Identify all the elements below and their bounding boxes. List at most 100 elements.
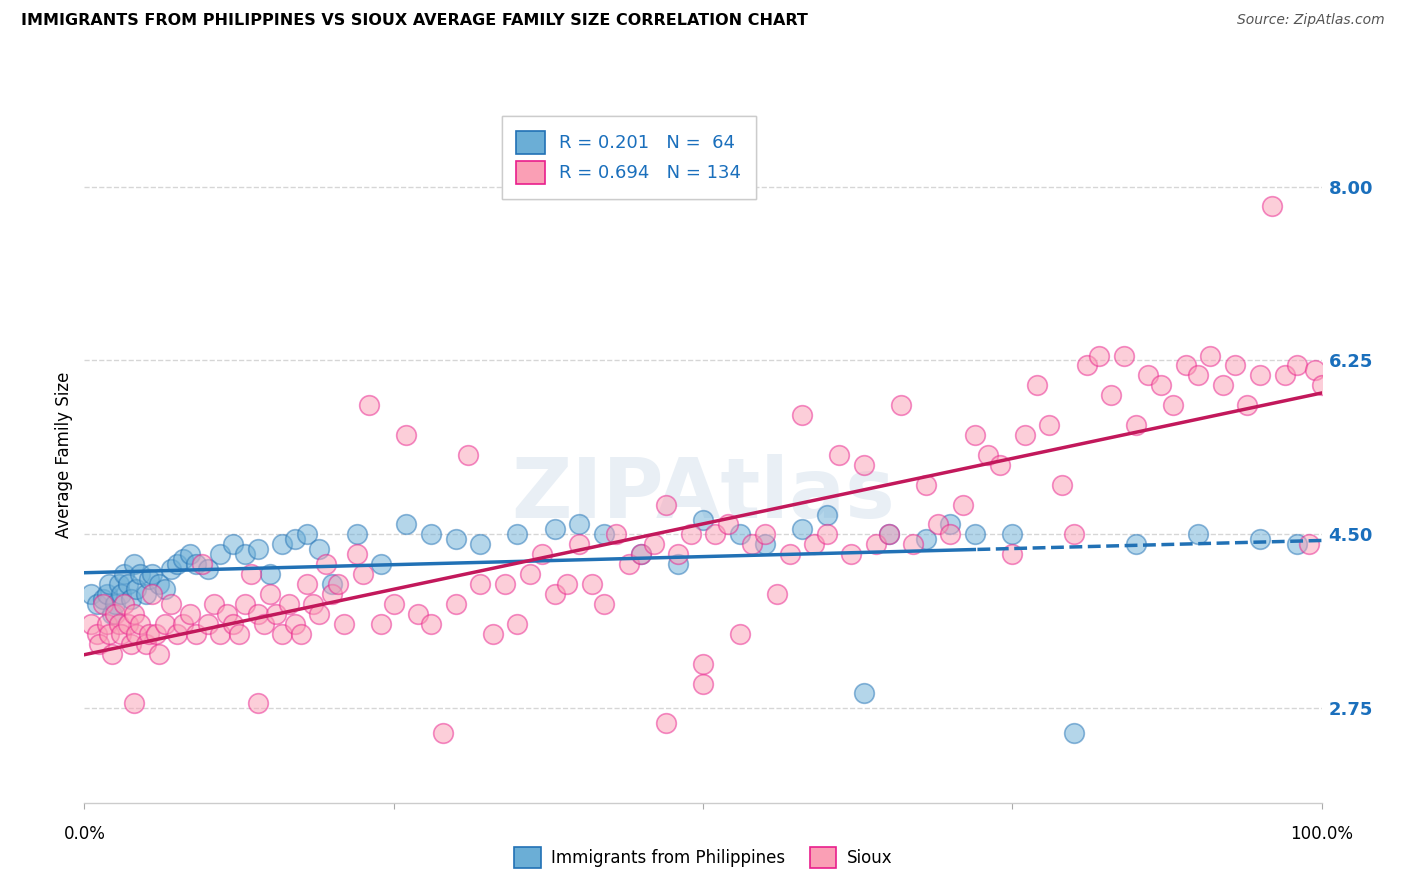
Point xyxy=(1150,378,1173,392)
Point xyxy=(145,627,167,641)
Point xyxy=(86,597,108,611)
Point xyxy=(197,616,219,631)
Point xyxy=(1026,378,1049,392)
Point xyxy=(1137,368,1160,383)
Point xyxy=(104,607,127,621)
Point xyxy=(1125,418,1147,433)
Point xyxy=(704,527,727,541)
Point xyxy=(240,567,263,582)
Point xyxy=(444,597,467,611)
Text: 100.0%: 100.0% xyxy=(1291,825,1353,843)
Point xyxy=(120,592,142,607)
Text: ZIPAtlas: ZIPAtlas xyxy=(510,454,896,535)
Point xyxy=(1050,477,1073,491)
Point xyxy=(852,458,875,472)
Point xyxy=(202,597,225,611)
Point xyxy=(828,448,851,462)
Point xyxy=(593,597,616,611)
Point xyxy=(215,607,238,621)
Point xyxy=(98,577,121,591)
Point xyxy=(543,523,565,537)
Point xyxy=(470,577,492,591)
Point xyxy=(865,537,887,551)
Point xyxy=(277,597,299,611)
Point xyxy=(179,607,201,621)
Point xyxy=(264,607,287,621)
Point xyxy=(1001,527,1024,541)
Point xyxy=(815,527,838,541)
Point xyxy=(209,547,232,561)
Point xyxy=(877,527,900,541)
Point xyxy=(100,647,122,661)
Point xyxy=(308,542,330,557)
Point xyxy=(1236,398,1258,412)
Point xyxy=(135,587,157,601)
Point xyxy=(108,577,131,591)
Point xyxy=(692,676,714,690)
Point xyxy=(1161,398,1184,412)
Point xyxy=(122,697,145,711)
Point xyxy=(1212,378,1234,392)
Point xyxy=(246,697,269,711)
Point xyxy=(779,547,801,561)
Point xyxy=(172,616,194,631)
Point xyxy=(333,616,356,631)
Point xyxy=(1076,359,1098,373)
Point xyxy=(129,567,152,582)
Point xyxy=(877,527,900,541)
Point xyxy=(1014,428,1036,442)
Point xyxy=(112,567,135,582)
Point xyxy=(543,587,565,601)
Point xyxy=(96,616,118,631)
Point xyxy=(228,627,250,641)
Point xyxy=(1274,368,1296,383)
Point xyxy=(766,587,789,601)
Point xyxy=(1099,388,1122,402)
Point xyxy=(295,577,318,591)
Point xyxy=(717,517,740,532)
Point xyxy=(519,567,541,582)
Point xyxy=(568,517,591,532)
Point xyxy=(1174,359,1197,373)
Point xyxy=(259,567,281,582)
Point xyxy=(321,587,343,601)
Point xyxy=(965,428,987,442)
Point xyxy=(790,408,813,422)
Point xyxy=(1112,349,1135,363)
Point xyxy=(122,558,145,572)
Point xyxy=(1310,378,1333,392)
Point xyxy=(108,616,131,631)
Point xyxy=(692,512,714,526)
Point xyxy=(86,627,108,641)
Point xyxy=(112,597,135,611)
Legend: R = 0.201   N =  64, R = 0.694   N = 134: R = 0.201 N = 64, R = 0.694 N = 134 xyxy=(502,116,756,199)
Point xyxy=(326,577,349,591)
Point xyxy=(271,537,294,551)
Point xyxy=(666,547,689,561)
Point xyxy=(160,562,183,576)
Point xyxy=(284,533,307,547)
Point xyxy=(222,616,245,631)
Point xyxy=(914,477,936,491)
Point xyxy=(841,547,863,561)
Point xyxy=(555,577,578,591)
Point xyxy=(1249,533,1271,547)
Text: Source: ZipAtlas.com: Source: ZipAtlas.com xyxy=(1237,13,1385,28)
Point xyxy=(655,716,678,731)
Point xyxy=(395,428,418,442)
Point xyxy=(470,537,492,551)
Point xyxy=(568,537,591,551)
Point xyxy=(91,597,114,611)
Point xyxy=(965,527,987,541)
Point xyxy=(630,547,652,561)
Point xyxy=(630,547,652,561)
Point xyxy=(605,527,627,541)
Point xyxy=(321,577,343,591)
Point xyxy=(98,627,121,641)
Point xyxy=(302,597,325,611)
Point xyxy=(166,627,188,641)
Point xyxy=(135,637,157,651)
Point xyxy=(315,558,337,572)
Point xyxy=(125,627,148,641)
Point xyxy=(1249,368,1271,383)
